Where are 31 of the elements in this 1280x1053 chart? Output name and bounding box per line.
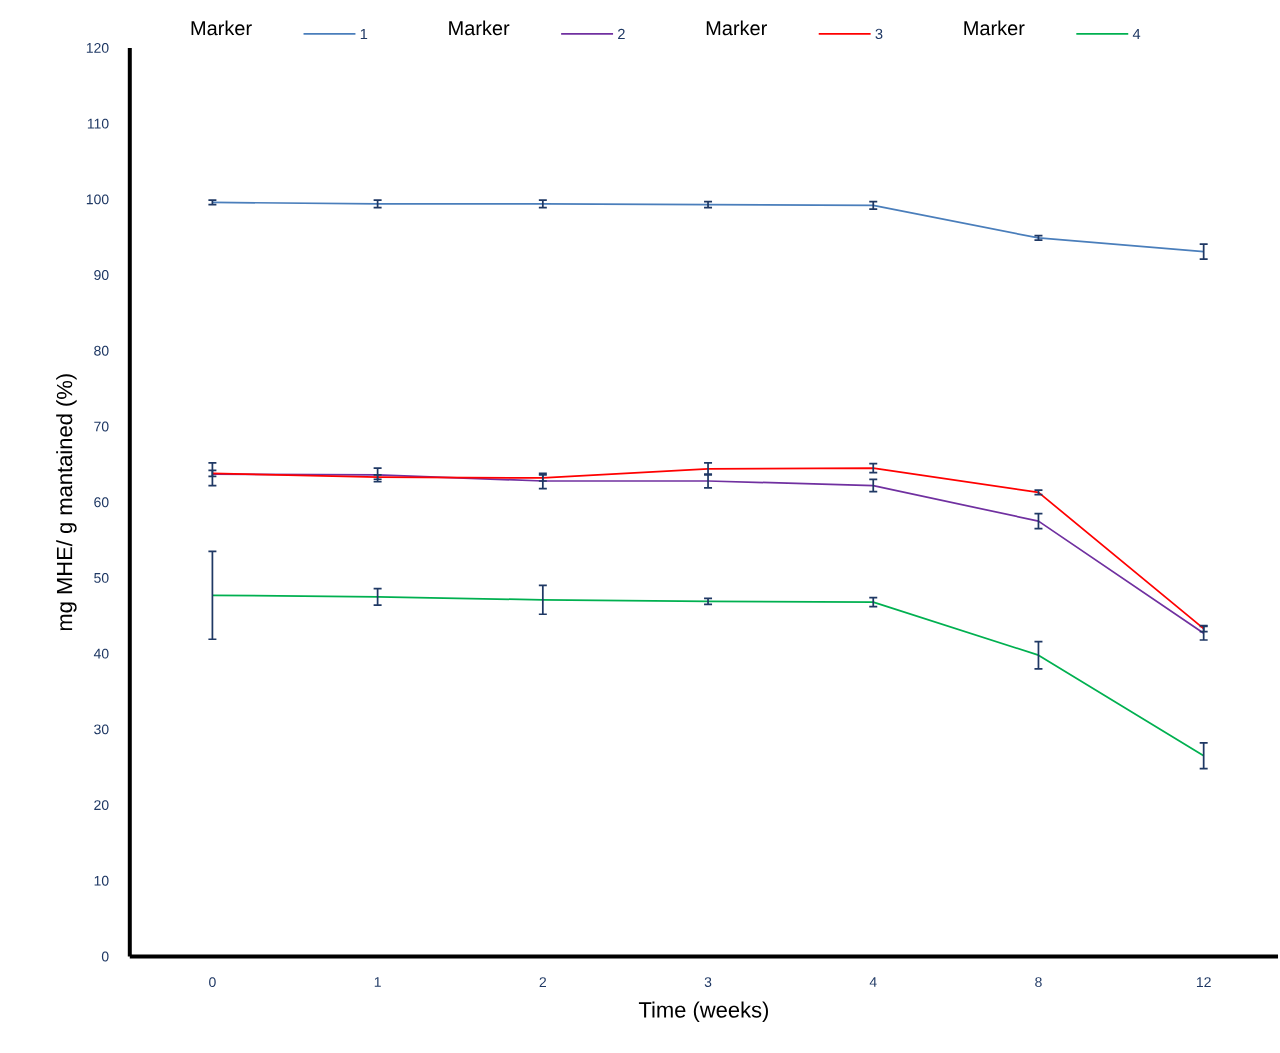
y-tick-label: 90 <box>94 269 109 280</box>
legend-label: 3 <box>875 28 883 39</box>
legend-label: 1 <box>360 28 368 39</box>
y-tick-label: 40 <box>93 648 109 659</box>
x-tick-label: 3 <box>704 977 712 987</box>
y-tick-label: 10 <box>94 875 109 886</box>
y-tick-label: 30 <box>94 724 109 735</box>
text: Marker <box>964 20 1025 36</box>
y-tick-label: 110 <box>87 118 109 129</box>
line-series <box>211 594 1205 757</box>
y-tick-label: 120 <box>86 42 109 53</box>
y-tick-label: 0 <box>101 951 109 962</box>
text: Marker <box>706 20 767 36</box>
legend-label: 2 <box>618 28 625 39</box>
y-tick-label: 70 <box>94 421 109 432</box>
y-tick-label: 100 <box>86 194 109 205</box>
legend-title: Marker <box>191 20 252 36</box>
x-tick-label: 2 <box>539 977 546 987</box>
y-tick-label: 80 <box>94 345 109 356</box>
y-tick-label: 60 <box>94 497 109 507</box>
y-axis-title: mg MHE/ g mantained (%) <box>56 374 77 630</box>
x-axis-title: Time (weeks) <box>638 1001 769 1022</box>
x-tick-label: 4 <box>869 977 877 987</box>
text: Marker <box>449 20 510 36</box>
y-tick-label: 20 <box>94 799 109 810</box>
x-tick-label: 0 <box>209 977 216 987</box>
x-tick-label: 12 <box>1196 977 1211 987</box>
y-tick-label: 50 <box>94 572 109 583</box>
x-tick-label: 8 <box>1035 977 1042 987</box>
legend-label: 4 <box>1132 28 1141 39</box>
x-tick-label: 1 <box>374 977 381 987</box>
